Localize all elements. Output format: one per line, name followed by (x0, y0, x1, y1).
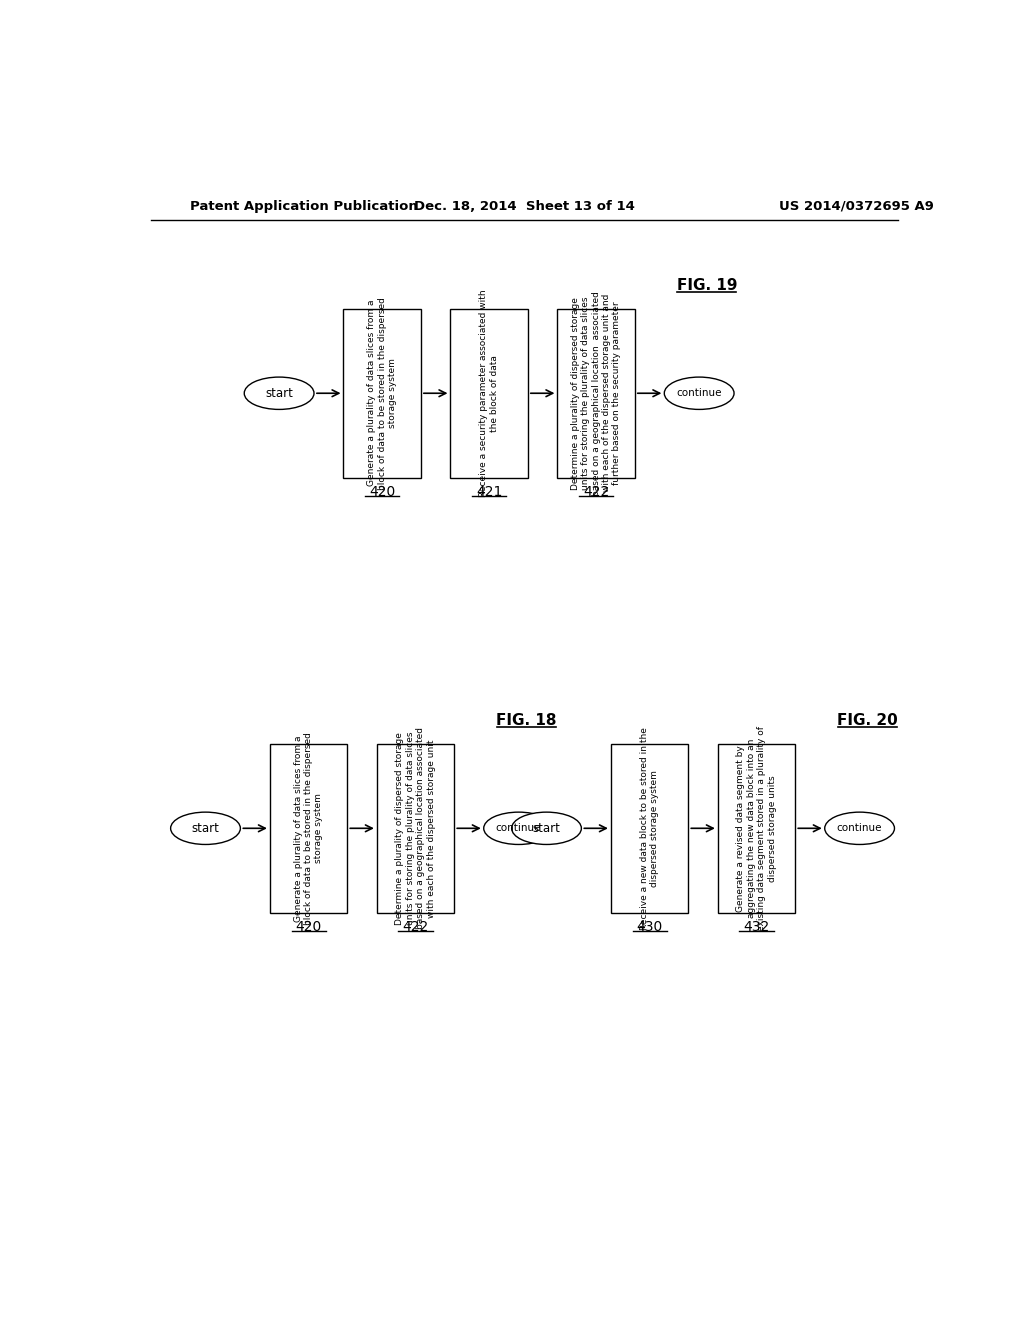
Ellipse shape (512, 812, 582, 845)
Ellipse shape (245, 378, 314, 409)
Text: Receive a security parameter associated with
the block of data: Receive a security parameter associated … (479, 289, 499, 498)
Text: Determine a plurality of dispersed storage
units for storing the plurality of da: Determine a plurality of dispersed stora… (395, 727, 435, 929)
Bar (557, 309, 635, 478)
Text: US 2014/0372695 A9: US 2014/0372695 A9 (779, 199, 934, 213)
Text: 420: 420 (296, 920, 322, 933)
Text: Generate a plurality of data slices from a
block of data to be stored in the dis: Generate a plurality of data slices from… (294, 731, 324, 925)
Text: Receive a new data block to be stored in the
dispersed storage system: Receive a new data block to be stored in… (640, 727, 659, 929)
Ellipse shape (824, 812, 895, 845)
Text: continue: continue (496, 824, 542, 833)
Text: 420: 420 (369, 484, 395, 499)
Text: start: start (532, 822, 560, 834)
Text: Generate a plurality of data slices from a
block of data to be stored in the dis: Generate a plurality of data slices from… (368, 297, 397, 490)
Text: start: start (191, 822, 219, 834)
Text: continue: continue (677, 388, 722, 399)
Ellipse shape (665, 378, 734, 409)
Text: FIG. 18: FIG. 18 (496, 713, 557, 729)
Text: FIG. 19: FIG. 19 (677, 279, 737, 293)
Text: 432: 432 (743, 920, 770, 933)
Bar (377, 743, 455, 913)
Ellipse shape (171, 812, 241, 845)
Bar (270, 743, 347, 913)
Text: start: start (265, 387, 293, 400)
Text: 422: 422 (402, 920, 429, 933)
Text: FIG. 20: FIG. 20 (837, 713, 898, 729)
Text: continue: continue (837, 824, 883, 833)
Text: 421: 421 (476, 484, 503, 499)
Text: Generate a revised data segment by
aggregating the new data block into an
existi: Generate a revised data segment by aggre… (736, 726, 776, 931)
Text: Determine a plurality of dispersed storage
units for storing the plurality of da: Determine a plurality of dispersed stora… (570, 290, 622, 496)
Text: 430: 430 (637, 920, 663, 933)
Text: Dec. 18, 2014  Sheet 13 of 14: Dec. 18, 2014 Sheet 13 of 14 (415, 199, 635, 213)
Bar (611, 743, 688, 913)
Bar (451, 309, 528, 478)
Text: 422: 422 (583, 484, 609, 499)
Ellipse shape (483, 812, 554, 845)
Bar (718, 743, 796, 913)
Text: Patent Application Publication: Patent Application Publication (190, 199, 418, 213)
Bar (343, 309, 421, 478)
